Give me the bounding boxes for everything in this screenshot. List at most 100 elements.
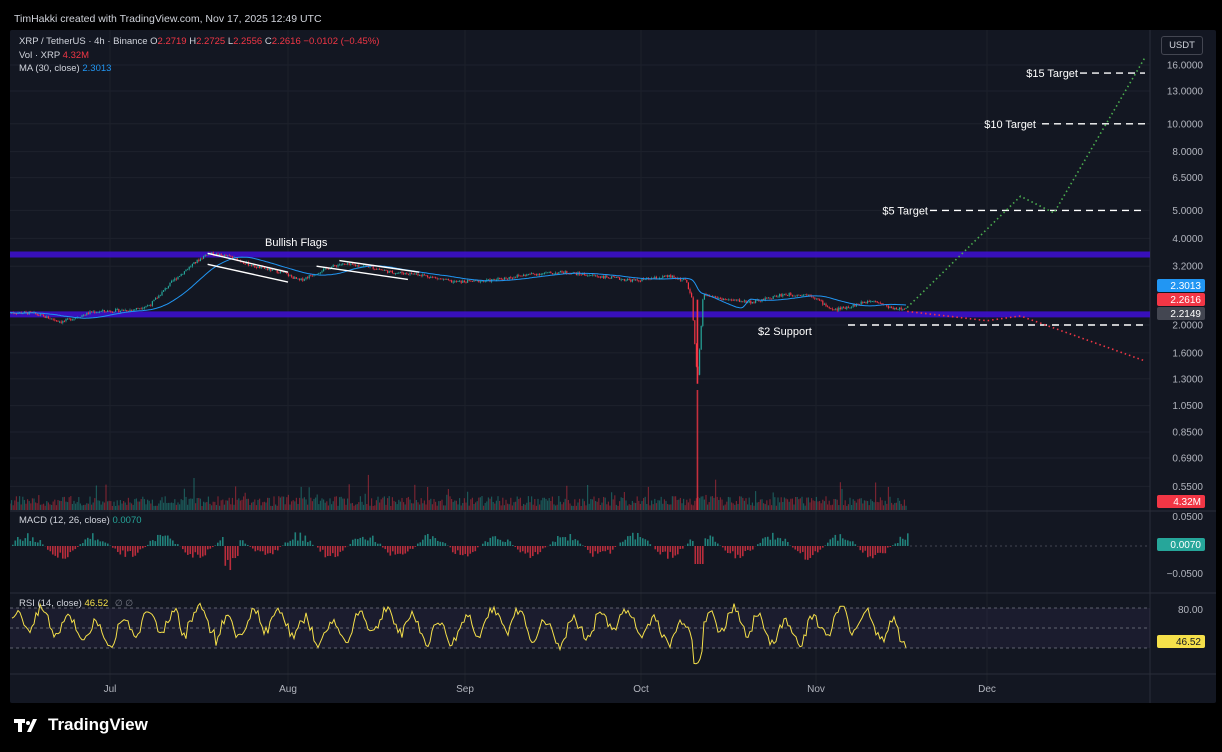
macd-histogram-bar [352,539,354,546]
candle-body [671,275,673,278]
volume-bar [831,504,833,510]
candle-body [494,279,496,280]
macd-histogram-bar [167,535,169,546]
candle-body [727,299,729,301]
volume-bar [134,499,136,510]
volume-bar [825,496,827,510]
candle-body [662,276,664,278]
candle-body [123,309,125,311]
volume-bar [428,500,430,510]
candle-body [83,314,85,316]
volume-bar [622,497,624,510]
bullish-flags-label: Bullish Flags [265,237,328,249]
macd-histogram-bar [182,546,184,550]
macd-histogram-bar [249,546,252,547]
volume-bar [772,492,774,510]
candle-body [583,273,585,275]
candle-body [401,271,403,274]
candle-body [291,275,293,277]
volume-bar [499,500,501,510]
legend-ma-line[interactable]: MA (30, close) 2.3013 [19,63,111,74]
volume-bar [214,501,216,510]
footer-logo[interactable]: TradingView [14,715,148,735]
volume-bar [548,497,550,510]
macd-tick-label: 0.0500 [1172,512,1203,523]
volume-bar [783,497,785,510]
candle-body [119,310,121,313]
macd-histogram-bar [749,546,752,551]
macd-histogram-bar [664,546,667,552]
candle-body [169,282,171,287]
volume-bar [641,501,643,510]
candle-body [481,280,483,282]
candle-body [153,299,155,302]
candle-body [62,321,64,323]
volume-bar [657,500,659,510]
candle-body [502,279,504,281]
macd-histogram-bar [737,546,739,555]
candle-body [900,307,902,310]
volume-bar [483,505,485,510]
macd-histogram-bar [827,542,829,546]
volume-bar [407,496,409,510]
volume-bar [758,501,760,510]
volume-bar [291,501,293,510]
volume-bar [870,499,872,510]
candle-body [487,279,489,281]
candle-body [223,255,225,257]
volume-bar [579,498,581,510]
candle-body [14,313,16,315]
volume-bar [745,498,747,510]
rsi-extra-icons[interactable]: ∅ ∅ [114,598,134,608]
candle-body [435,277,437,278]
macd-histogram-bar [197,546,199,555]
volume-bar [695,498,697,510]
macd-histogram-bar [867,546,869,558]
volume-bar [393,500,395,510]
candle-body [617,277,619,278]
candle-body [137,308,139,309]
macd-histogram-bar [794,546,797,550]
volume-bar [31,498,33,510]
candle-body [174,278,176,281]
volume-bar [324,502,326,510]
volume-bar [305,499,307,510]
price-tick-label: 8.0000 [1172,147,1203,158]
low-label: L [227,36,234,47]
volume-bar [876,501,878,510]
volume-bar [43,503,45,510]
chart-canvas[interactable]: Bullish Flags $15 Target $10 Target $5 Tar… [10,30,1216,703]
volume-bar [756,502,758,510]
volume-bar [563,502,565,510]
candle-body [631,279,633,282]
macd-histogram-bar [294,532,297,546]
volume-bar [883,505,885,510]
candle-body [622,279,624,280]
legend-rsi-line[interactable]: RSI (14, close) 46.52 ∅ ∅ [19,598,133,609]
volume-bar [127,497,129,510]
chart-panel[interactable]: Bullish Flags $15 Target $10 Target $5 Tar… [10,30,1216,703]
candle-body [319,272,321,274]
volume-bar [260,505,262,510]
candle-body [438,278,440,280]
legend-macd-line[interactable]: MACD (12, 26, close) 0.0070 [19,515,142,526]
volume-bar [76,502,78,510]
volume-bar [807,497,809,510]
volume-bar [649,505,651,510]
macd-histogram-bar [387,546,389,553]
candle-body [894,307,896,310]
macd-histogram-bar [97,539,99,546]
volume-bar [707,504,709,510]
currency-button[interactable]: USDT [1161,36,1203,55]
candle-body [881,303,883,305]
volume-bar [35,502,37,510]
candle-body [335,265,337,267]
symbol-name[interactable]: XRP / TetherUS · 4h · Binance [19,36,148,47]
macd-histogram-bar [144,546,147,548]
candle-body [878,302,880,304]
candle-body [899,307,901,310]
macd-histogram-bar [464,546,467,554]
volume-bar [867,501,869,510]
macd-histogram-bar [724,546,727,551]
legend-volume-line[interactable]: Vol · XRP 4.32M [19,50,89,61]
